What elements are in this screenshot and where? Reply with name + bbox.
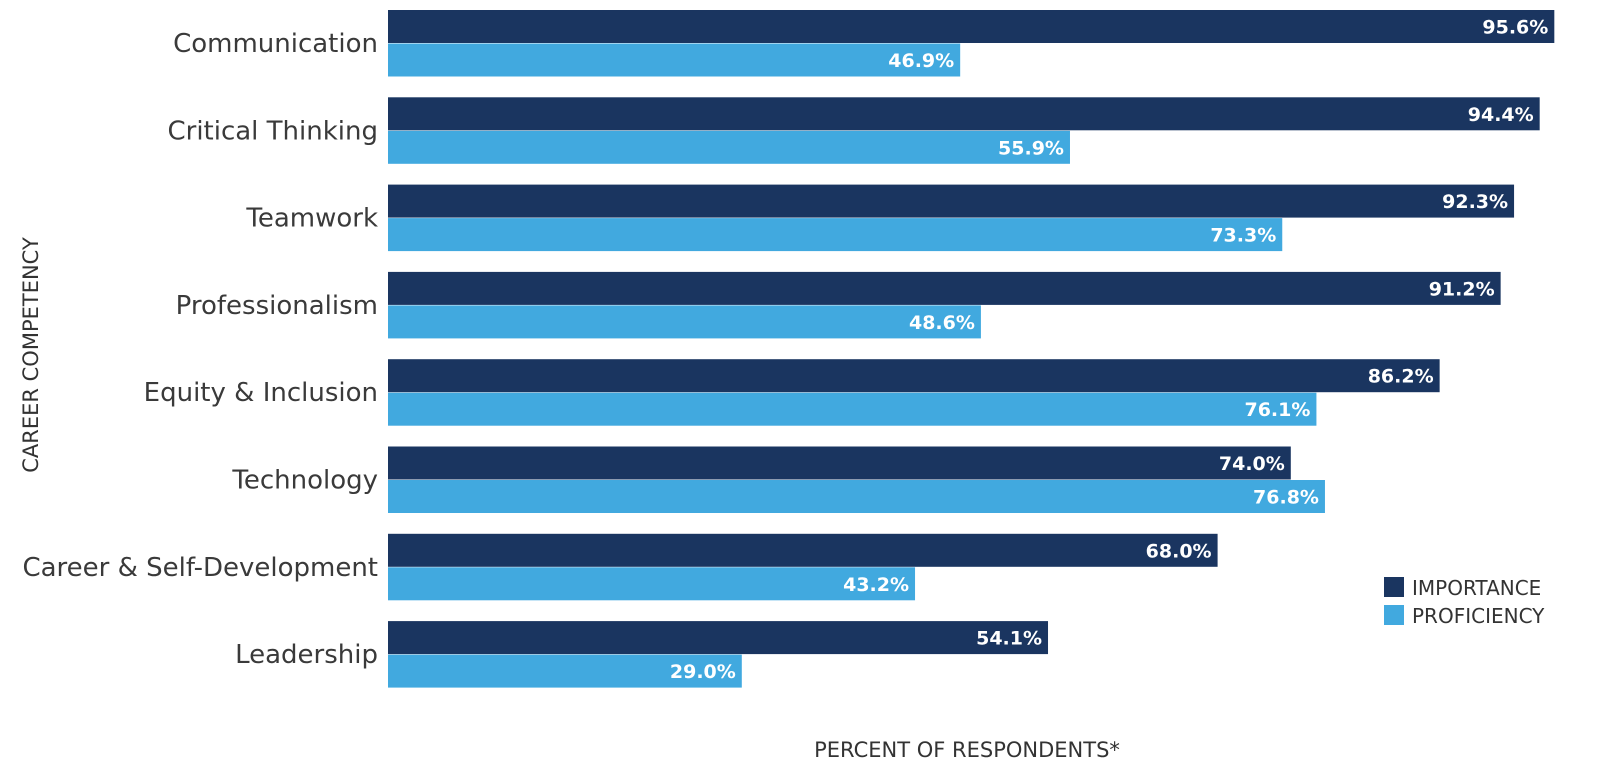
bar-proficiency bbox=[388, 654, 742, 688]
bar-importance bbox=[388, 184, 1515, 218]
legend-swatch-proficiency bbox=[1384, 605, 1404, 625]
bar-proficiency bbox=[388, 218, 1283, 252]
data-label-proficiency: 55.9% bbox=[998, 137, 1064, 159]
category-labels-layer: Communication Critical Thinking Teamwork Pr… bbox=[22, 29, 378, 670]
category-label: Critical Thinking bbox=[167, 116, 378, 146]
bar-proficiency bbox=[388, 480, 1325, 513]
data-label-proficiency: 76.8% bbox=[1253, 487, 1319, 509]
y-axis-title: CAREER COMPETENCY bbox=[19, 237, 43, 473]
data-label-importance: 86.2% bbox=[1368, 366, 1434, 388]
data-label-proficiency: 76.1% bbox=[1244, 399, 1310, 421]
data-label-importance: 92.3% bbox=[1442, 191, 1508, 213]
legend: IMPORTANCE PROFICIENCY bbox=[1384, 576, 1545, 628]
legend-label-proficiency: PROFICIENCY bbox=[1412, 604, 1545, 628]
category-label: Leadership bbox=[235, 640, 378, 670]
data-label-importance: 54.1% bbox=[976, 628, 1042, 650]
data-label-proficiency: 43.2% bbox=[843, 574, 909, 596]
category-label: Communication bbox=[173, 29, 378, 59]
bar-importance bbox=[388, 10, 1555, 43]
data-label-proficiency: 73.3% bbox=[1210, 225, 1276, 247]
category-label: Professionalism bbox=[176, 291, 378, 321]
category-label: Technology bbox=[231, 466, 378, 496]
data-label-proficiency: 48.6% bbox=[909, 312, 975, 334]
legend-swatch-importance bbox=[1384, 577, 1404, 597]
category-label: Teamwork bbox=[245, 204, 378, 234]
bar-importance bbox=[388, 621, 1049, 655]
bar-importance bbox=[388, 359, 1440, 393]
data-label-proficiency: 46.9% bbox=[888, 50, 954, 72]
bar-importance bbox=[388, 97, 1540, 131]
data-label-importance: 68.0% bbox=[1146, 540, 1212, 562]
data-label-importance: 94.4% bbox=[1468, 104, 1534, 126]
data-label-importance: 74.0% bbox=[1219, 453, 1285, 475]
bar-proficiency bbox=[388, 305, 981, 339]
x-axis-title: PERCENT OF RESPONDENTS* bbox=[814, 738, 1120, 762]
bar-proficiency bbox=[388, 130, 1070, 164]
category-label: Career & Self-Development bbox=[22, 553, 378, 583]
bar-importance bbox=[388, 533, 1218, 567]
bar-proficiency bbox=[388, 567, 916, 601]
data-label-importance: 95.6% bbox=[1482, 17, 1548, 39]
bar-proficiency bbox=[388, 392, 1317, 426]
bar-importance bbox=[388, 271, 1501, 305]
data-label-importance: 91.2% bbox=[1429, 278, 1495, 300]
data-label-proficiency: 29.0% bbox=[670, 661, 736, 683]
bar-importance bbox=[388, 446, 1291, 480]
category-label: Equity & Inclusion bbox=[144, 378, 378, 408]
bars-layer: 95.6% 46.9% 94.4% 55.9% 92.3% 73.3% 91.2% 48.6%… bbox=[388, 10, 1555, 688]
bar-proficiency bbox=[388, 43, 961, 77]
legend-label-importance: IMPORTANCE bbox=[1412, 576, 1541, 600]
